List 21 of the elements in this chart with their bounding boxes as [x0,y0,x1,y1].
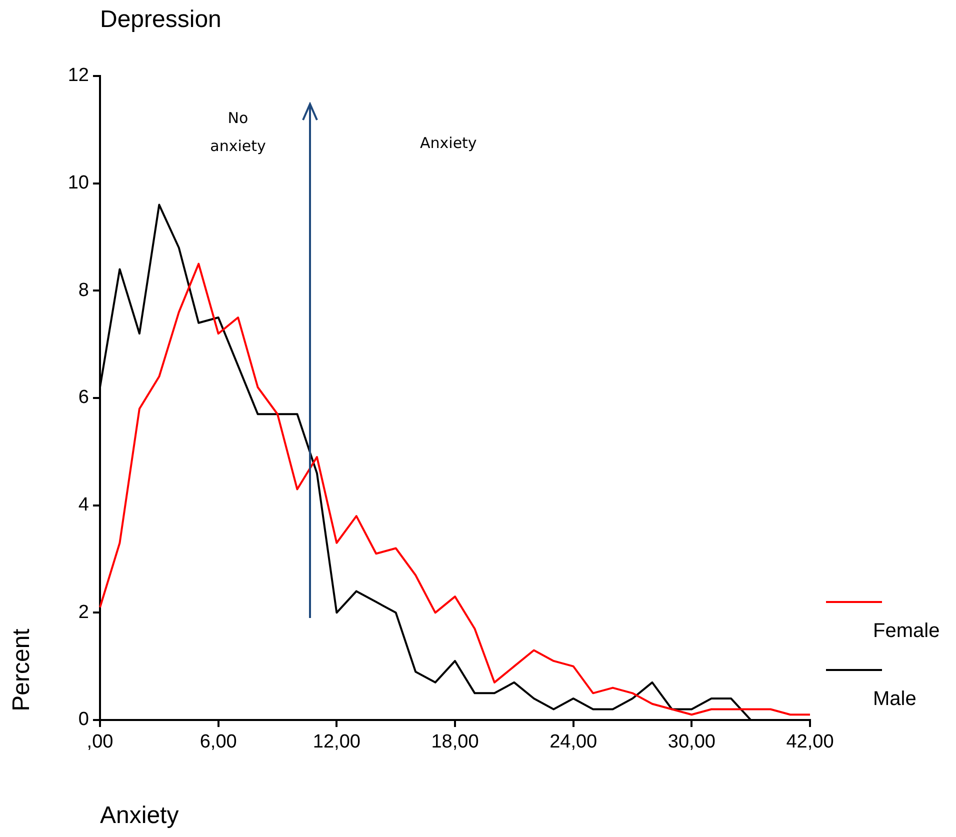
y-tick-label: 12 [68,65,89,86]
y-axis-title: Percent [8,628,36,712]
legend-label: Female [873,620,940,643]
annotation: Anxiety [420,134,477,152]
x-axis-title: Anxiety [100,802,179,830]
chart-title: Depression [100,6,222,34]
y-tick-label: 10 [68,172,89,194]
y-tick-label: 8 [78,280,89,301]
x-tick-label: 42,00 [786,732,834,753]
y-tick-label: 2 [78,602,89,623]
x-tick-label: 30,00 [668,732,716,753]
y-tick-label: 0 [78,709,89,730]
y-tick-label: 6 [78,387,89,408]
legend-label: Male [873,688,916,711]
x-tick-label: 18,00 [431,732,479,753]
annotation: No anxiety [209,108,267,157]
x-tick-label: 12,00 [312,732,360,753]
x-tick-label: ,00 [86,732,114,753]
x-tick-label: 24,00 [550,732,598,753]
y-tick-label: 4 [78,494,90,516]
x-tick-label: 6,00 [200,732,237,753]
